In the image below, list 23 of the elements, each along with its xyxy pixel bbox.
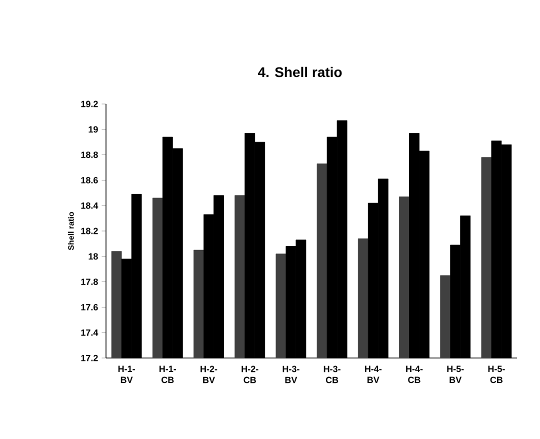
x-tick-label: H-5-CB xyxy=(488,366,505,384)
x-tick-label: H-1-CB xyxy=(160,366,176,384)
y-tick-label: 18.4 xyxy=(81,202,98,209)
y-tick-label: 18.6 xyxy=(81,177,98,184)
y-axis-title: Shell ratio xyxy=(68,212,74,250)
x-tick-label: H-4-CB xyxy=(406,366,423,384)
y-tick-label: 18 xyxy=(88,253,98,260)
chart-title: 4. Shell ratio xyxy=(258,66,342,78)
y-tick-label: 17.4 xyxy=(81,330,98,336)
x-tick-label: H-4-BV xyxy=(365,366,382,383)
y-tick-label: 18.2 xyxy=(81,228,98,234)
y-tick-label: 17.8 xyxy=(81,278,98,285)
y-tick-label: 18.8 xyxy=(81,152,98,158)
x-tick-label: H-2-BV xyxy=(200,366,218,384)
x-tick-label: H-3-CB xyxy=(324,366,340,384)
x-tick-label: H-1-BV xyxy=(118,366,135,383)
y-tick-label: 17.6 xyxy=(81,304,98,310)
x-tick-label: H-3-BV xyxy=(282,366,300,384)
y-tick-label: 19.2 xyxy=(81,100,98,108)
y-tick-label: 17.2 xyxy=(81,354,98,362)
x-tick-label: H-2-CB xyxy=(242,366,258,384)
y-tick-label: 19 xyxy=(88,126,98,133)
x-tick-label: H-5-BV xyxy=(447,366,464,383)
